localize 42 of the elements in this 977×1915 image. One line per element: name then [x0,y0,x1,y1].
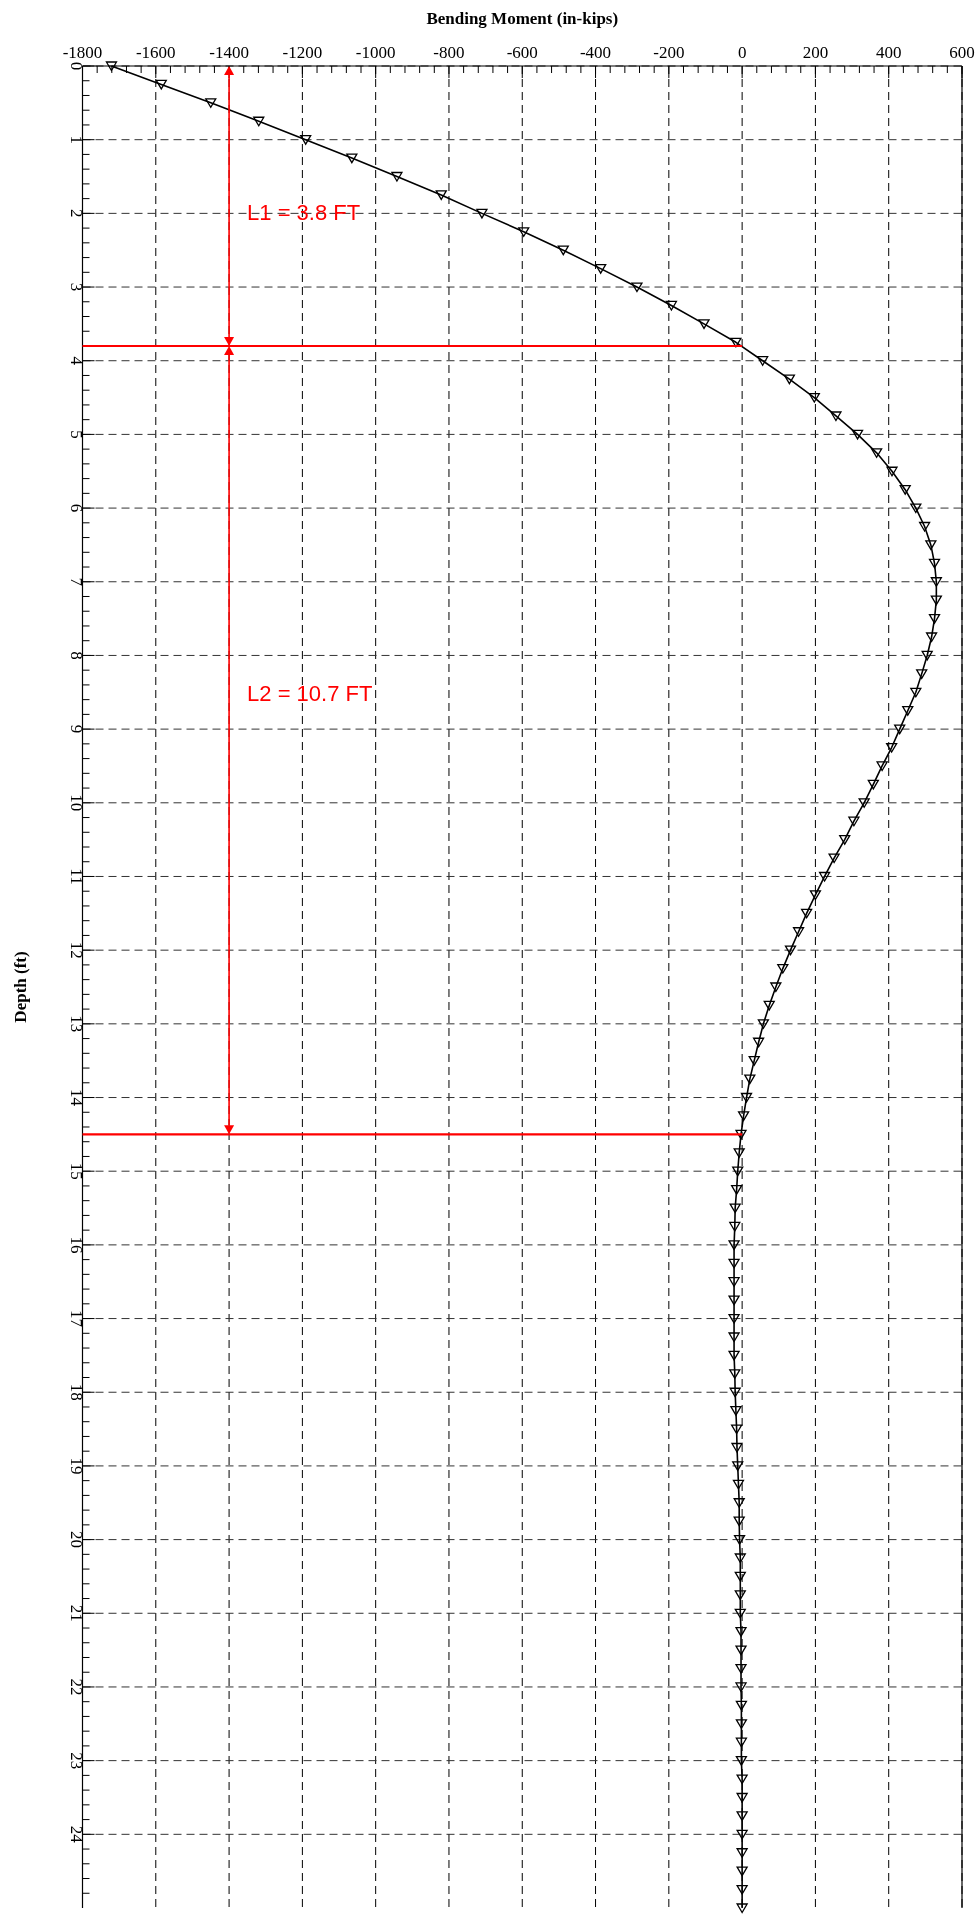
y-tick-label: 15 [66,1162,86,1180]
x-tick-label: -1200 [282,43,323,62]
y-tick-label: 3 [66,282,86,292]
y-tick-label: 9 [66,724,86,734]
annotation: L1 = 3.8 FT [247,199,361,225]
y-tick-label: 8 [66,651,86,660]
y-tick-label: 23 [66,1752,86,1770]
x-tick-label: -1000 [355,43,396,62]
x-tick-label: 200 [802,43,829,62]
y-tick-label: 18 [66,1383,86,1401]
y-tick-label: 0 [66,61,86,71]
x-tick-label: -1400 [209,43,249,62]
y-tick-label: 24 [66,1825,86,1844]
y-tick-label: 1 [66,135,86,144]
y-tick-label: 6 [66,503,86,513]
x-tick-label: -1800 [62,43,103,62]
y-tick-label: 13 [66,1015,86,1033]
x-axis-title: Bending Moment (in-kips) [426,9,619,28]
y-tick-label: 2 [66,209,86,218]
x-tick-label: -800 [433,43,465,62]
y-tick-label: 22 [66,1678,86,1696]
y-tick-label: 5 [66,430,86,439]
y-tick-label: 4 [66,356,86,366]
y-tick-label: 12 [66,941,86,959]
y-tick-label: 19 [66,1457,86,1475]
x-tick-label: 600 [949,43,975,62]
y-tick-label: 21 [66,1604,86,1622]
x-tick-label: -200 [653,43,685,62]
annotation: L2 = 10.7 FT [247,680,373,706]
x-tick-label: -600 [506,43,538,62]
x-tick-label: -1600 [135,43,176,62]
y-tick-label: 17 [66,1310,86,1328]
y-tick-label: 11 [66,868,86,885]
y-tick-label: 20 [66,1531,86,1549]
x-tick-label: 400 [875,43,902,62]
x-tick-label: 0 [737,43,747,62]
y-tick-label: 14 [66,1089,86,1107]
y-axis-title: Depth (ft) [11,951,30,1023]
x-tick-label: -400 [579,43,612,62]
y-tick-label: 7 [66,577,86,587]
y-tick-label: 10 [66,794,86,812]
y-tick-label: 16 [66,1236,86,1254]
